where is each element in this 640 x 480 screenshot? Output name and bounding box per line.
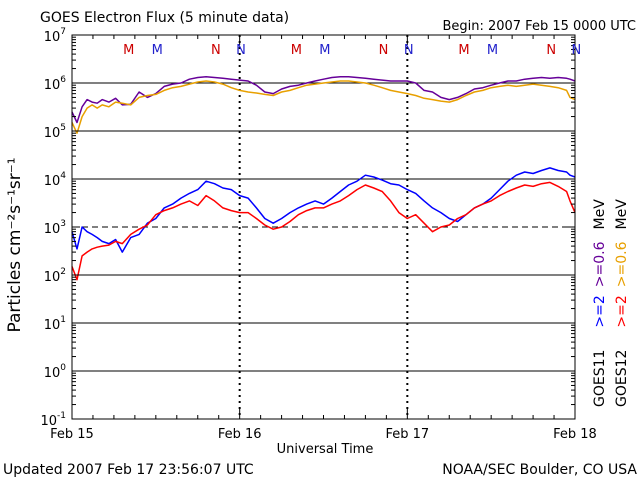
time-marker: M (152, 43, 163, 58)
time-marker: M (458, 43, 469, 58)
x-tick-label: Feb 18 (553, 427, 597, 442)
x-axis-label: Universal Time (277, 442, 374, 457)
time-marker: N (211, 43, 221, 58)
x-tick-labels: Feb 15 Feb 16 Feb 17 Feb 18 (50, 427, 597, 442)
time-marker: N (379, 43, 389, 58)
time-marker: M (319, 43, 330, 58)
x-tick-label: Feb 15 (50, 427, 94, 442)
y-tick-label: 100 (44, 363, 67, 381)
time-marker: N (236, 43, 246, 58)
y-axis-label: Particles cm⁻²s⁻¹sr⁻¹ (5, 157, 25, 332)
data-series (71, 75, 576, 281)
x-tick-label: Feb 16 (218, 427, 262, 442)
time-marker: M (487, 43, 498, 58)
series-line (71, 181, 576, 281)
y-tick-label: 107 (44, 27, 66, 45)
y-tick-label: 105 (44, 123, 66, 141)
day-boundary-lines (238, 35, 409, 419)
y-tick-label: 10-1 (40, 411, 66, 429)
legend-entry: GOES12>=2>=0.6MeV (614, 199, 630, 407)
y-tick-labels: 10-1 100 101 102 103 104 105 106 107 (40, 27, 66, 429)
begin-label: Begin: 2007 Feb 15 0000 UTC (442, 19, 636, 34)
axis-ticks (71, 34, 576, 420)
y-tick-label: 101 (44, 315, 66, 333)
series-line (71, 167, 576, 253)
legend-entry: GOES11>=2>=0.6MeV (592, 199, 608, 407)
time-marker: M (123, 43, 134, 58)
series-line (71, 80, 576, 134)
time-marker: N (571, 43, 581, 58)
time-marker: M (291, 43, 302, 58)
horizontal-gridlines (72, 82, 575, 372)
updated-timestamp: Updated 2007 Feb 17 23:56:07 UTC (3, 462, 254, 478)
y-tick-label: 102 (44, 267, 66, 285)
y-tick-label: 103 (44, 219, 66, 237)
x-tick-label: Feb 17 (385, 427, 429, 442)
time-marker: N (404, 43, 414, 58)
time-marker: N (546, 43, 556, 58)
credit-label: NOAA/SEC Boulder, CO USA (442, 462, 637, 478)
legend: GOES11>=2>=0.6MeV GOES12>=2>=0.6MeV (592, 199, 630, 407)
chart-title: GOES Electron Flux (5 minute data) (40, 10, 289, 26)
y-tick-label: 106 (44, 75, 67, 93)
series-line (71, 75, 576, 124)
y-tick-label: 104 (44, 171, 67, 189)
